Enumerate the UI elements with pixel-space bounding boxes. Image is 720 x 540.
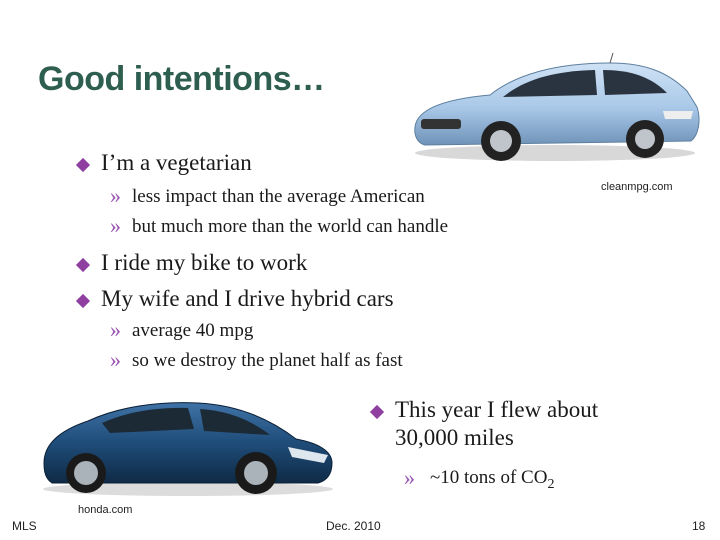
bullet-bike: I ride my bike to work — [101, 250, 308, 275]
sub-bullet-impact: less impact than the average American — [132, 186, 425, 207]
sub-bullet-co2: ~10 tons of CO2 — [430, 467, 554, 493]
top-image-credit: cleanmpg.com — [601, 181, 673, 193]
bullet-diamond-icon — [75, 157, 91, 173]
sub-bullet-world: but much more than the world can handle — [132, 216, 449, 237]
sub-bullet-planet: so we destroy the planet half as fast — [132, 350, 403, 371]
sub-bullet-chevron-icon: » — [110, 347, 121, 372]
bullet-flight-line2: 30,000 miles — [395, 425, 514, 450]
bullet-flight-line1: This year I flew about — [395, 397, 599, 422]
footer-date: Dec. 2010 — [326, 519, 381, 533]
bottom-car-image — [43, 402, 333, 496]
sub-bullet-chevron-icon: » — [110, 213, 121, 238]
bullet-diamond-icon — [369, 404, 385, 420]
page-number: 18 — [692, 519, 706, 533]
co2-text: ~10 tons of CO — [430, 467, 548, 488]
co2-subscript: 2 — [547, 476, 555, 492]
bullet-diamond-icon — [75, 293, 91, 309]
sub-bullet-chevron-icon: » — [110, 183, 121, 208]
bullet-vegetarian: I’m a vegetarian — [101, 150, 252, 175]
bullet-diamond-icon — [75, 257, 91, 273]
slide-title: Good intentions… — [38, 60, 325, 98]
sub-bullet-chevron-icon: » — [110, 317, 121, 342]
bottom-image-credit: honda.com — [78, 504, 133, 516]
footer-left: MLS — [12, 519, 37, 533]
sub-bullet-mpg: average 40 mpg — [132, 320, 254, 341]
top-car-image — [414, 52, 700, 161]
sub-bullet-chevron-icon: » — [404, 465, 415, 490]
bullet-hybrid: My wife and I drive hybrid cars — [101, 286, 394, 311]
